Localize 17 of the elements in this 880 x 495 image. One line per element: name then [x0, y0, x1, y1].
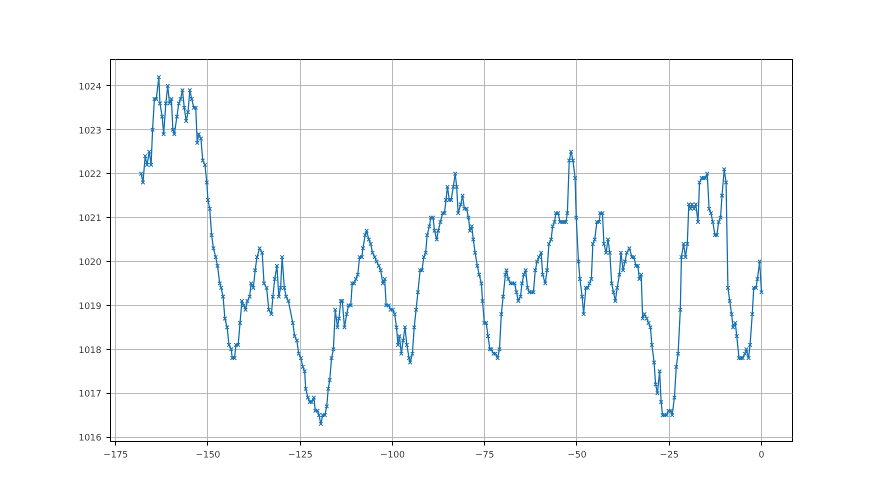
y-tick-label: 1019 — [78, 302, 102, 312]
y-tick-label: 1024 — [78, 82, 102, 92]
x-tick-label: 0 — [758, 450, 765, 460]
y-tick-label: 1017 — [78, 390, 102, 400]
x-tick-label: −100 — [380, 450, 406, 460]
x-tick-label: −150 — [196, 450, 221, 460]
y-tick-label: 1016 — [78, 434, 102, 444]
x-tick-label: −25 — [660, 450, 679, 460]
y-tick-label: 1021 — [78, 214, 102, 224]
x-tick-label: −175 — [103, 450, 128, 460]
y-tick-label: 1018 — [78, 346, 102, 356]
x-tick-label: −125 — [288, 450, 313, 460]
x-tick-label: −50 — [567, 450, 587, 460]
x-tick-label: −75 — [475, 450, 494, 460]
y-tick-label: 1020 — [78, 258, 102, 268]
y-tick-label: 1022 — [78, 170, 102, 180]
y-tick-label: 1023 — [78, 126, 102, 136]
